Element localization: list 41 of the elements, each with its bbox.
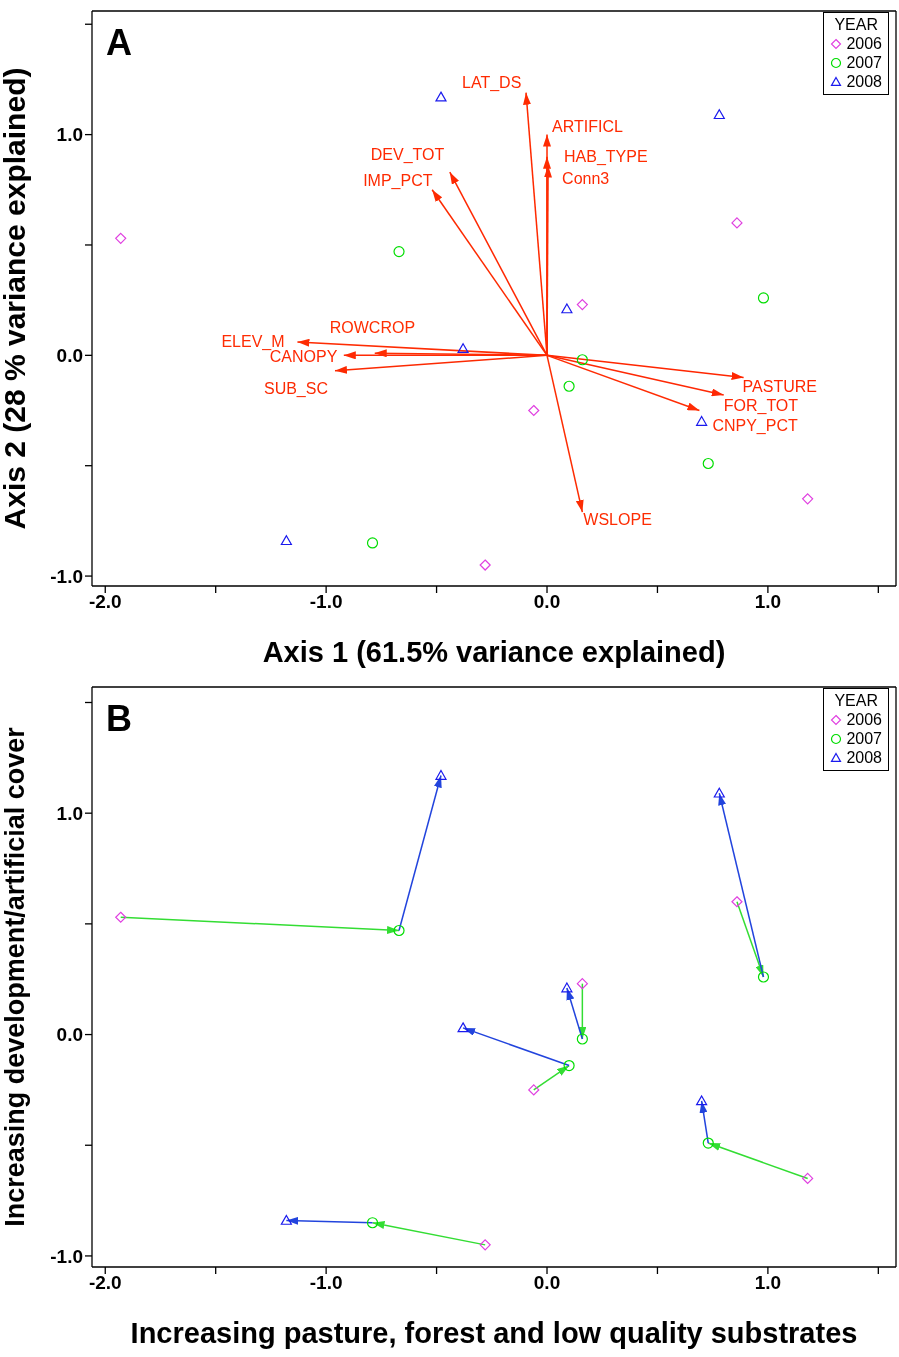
series-label: SUB_SC — [263, 380, 328, 399]
x-tick-label: -2.0 — [88, 591, 122, 613]
legend-title: YEAR — [833, 16, 879, 34]
y-tick-label: -1.0 — [50, 565, 83, 587]
series-label: LAT_DS — [462, 73, 522, 92]
x-tick-label: 1.0 — [754, 1272, 782, 1294]
series-label: WSLOPE — [583, 511, 652, 529]
series-label: IMP_PCT — [363, 172, 433, 191]
y-tick-label: -1.0 — [50, 1245, 83, 1267]
y-axis-title: Increasing development/artificial cover — [0, 726, 30, 1227]
x-tick-label: -1.0 — [309, 591, 343, 613]
chart-title: B — [106, 698, 132, 740]
legend-label: 2008 — [846, 72, 882, 91]
chart-title: A — [106, 22, 132, 64]
series-label: Conn3 — [562, 169, 610, 187]
legend-title: YEAR — [833, 692, 879, 710]
x-tick-label: 0.0 — [533, 591, 561, 613]
series-label: ARTIFICL — [552, 117, 623, 135]
y-axis-title: Axis 2 (28 % variance explained) — [0, 67, 31, 530]
x-tick-label: -1.0 — [309, 1272, 343, 1294]
series-label: CNPY_PCT — [712, 416, 798, 435]
legend-label: 2006 — [846, 34, 882, 53]
series-label: PASTURE — [742, 377, 817, 395]
series-label: CANOPY — [269, 347, 338, 365]
x-axis-title: Axis 1 (61.5% variance explained) — [262, 636, 726, 668]
y-tick-label: 0.0 — [56, 345, 83, 367]
legend-label: 2007 — [846, 53, 882, 72]
legend-label: 2007 — [846, 729, 882, 748]
x-tick-label: -2.0 — [88, 1272, 122, 1294]
y-tick-label: 0.0 — [56, 1024, 83, 1046]
y-tick-label: 1.0 — [56, 124, 83, 146]
y-tick-label: 1.0 — [56, 802, 83, 824]
series-label: DEV_TOT — [370, 146, 445, 165]
x-tick-label: 0.0 — [533, 1272, 561, 1294]
series-label: FOR_TOT — [723, 397, 799, 416]
legend-label: 2008 — [846, 748, 882, 767]
series-label: ROWCROP — [329, 319, 416, 337]
series-label: HAB_TYPE — [564, 147, 648, 166]
x-tick-label: 1.0 — [754, 591, 782, 613]
legend-label: 2006 — [846, 710, 882, 729]
x-axis-title: Increasing pasture, forest and low quality substrates — [130, 1317, 858, 1349]
